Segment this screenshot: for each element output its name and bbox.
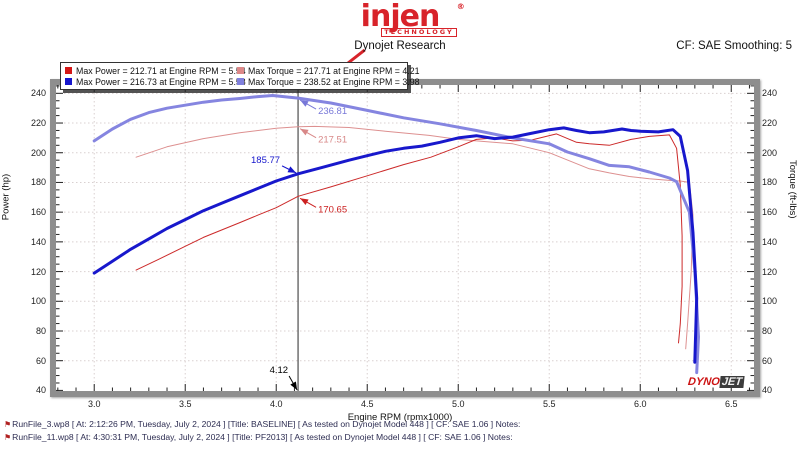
dyno-plot[interactable]: 236.81 217.51 185.77 170.65 4.12 <box>56 85 754 391</box>
smoothing-setting[interactable]: CF: SAE Smoothing: 5 <box>676 40 792 52</box>
torque-tick-label: 140 <box>762 236 778 247</box>
run-info-line-2[interactable]: ⚑RunFile_11.wp8 [ At: 4:30:31 PM, Tuesda… <box>4 432 513 442</box>
power-tick-label: 80 <box>35 325 46 336</box>
rpm-tick-label: 3.0 <box>87 399 101 409</box>
rpm-tick-label: 6.5 <box>724 399 738 409</box>
legend-label: Max Power = 212.71 at Engine RPM = 5.54 <box>76 65 246 76</box>
power-axis-title: Power (hp) <box>0 173 12 221</box>
legend-item: Max Torque = 217.71 at Engine RPM = 4.21 <box>237 66 420 76</box>
rpm-tick-label: 4.0 <box>269 399 283 409</box>
legend-box[interactable]: Max Power = 212.71 at Engine RPM = 5.54 M… <box>60 62 420 90</box>
power-tick-label: 120 <box>30 266 46 277</box>
rpm-tick-label: 5.5 <box>542 399 556 409</box>
rpm-axis-title: Engine RPM (rpmx1000) <box>347 412 453 423</box>
annotation-arrowhead <box>300 100 309 107</box>
annotation-value: 236.81 <box>318 106 347 117</box>
torque-tick-label: 40 <box>762 385 773 396</box>
run-flag-icon: ⚑ <box>4 433 12 442</box>
curve-pf2013-power <box>92 126 699 364</box>
legend-label: Max Torque = 217.71 at Engine RPM = 4.21 <box>248 65 420 76</box>
torque-tick-label: 80 <box>762 325 773 336</box>
annotation-arrowhead <box>300 128 309 136</box>
power-tick-label: 160 <box>30 207 46 218</box>
power-tick-label: 180 <box>30 177 46 188</box>
legend-item: Max Torque = 238.52 at Engine RPM = 3.98 <box>237 77 420 87</box>
run-flag-icon: ⚑ <box>4 420 12 429</box>
annotation-value: 4.12 <box>270 365 289 376</box>
legend-swatch-icon <box>65 78 72 85</box>
power-tick-label: 220 <box>30 118 46 129</box>
torque-tick-label: 120 <box>762 266 778 277</box>
torque-tick-label: 100 <box>762 296 778 307</box>
trademark-mark: ® <box>456 2 465 11</box>
curve-baseline-torque <box>135 125 694 350</box>
annotation-arrowhead <box>290 381 298 390</box>
annotation-value: 217.51 <box>318 135 347 146</box>
power-tick-label: 140 <box>30 236 46 247</box>
rpm-tick-label: 6.0 <box>633 399 647 409</box>
power-tick-label: 60 <box>35 355 46 366</box>
curve-pf2013-torque <box>92 94 700 375</box>
power-tick-label: 200 <box>30 147 46 158</box>
curve-baseline-power <box>135 133 683 344</box>
injen-logo: injen ® TECHNOLOGY <box>0 2 800 70</box>
run-info-line-1[interactable]: ⚑RunFile_3.wp8 [ At: 2:12:26 PM, Tuesday… <box>4 419 521 429</box>
torque-tick-label: 180 <box>762 177 778 188</box>
annotation-value: 185.77 <box>251 155 280 166</box>
legend-swatch-icon <box>237 78 244 85</box>
torque-axis-title: Torque (ft-lbs) <box>787 160 798 219</box>
power-tick-label: 40 <box>35 385 46 396</box>
dynojet-watermark: DYNOJET <box>687 376 745 388</box>
torque-tick-label: 240 <box>762 88 778 99</box>
torque-tick-label: 60 <box>762 355 773 366</box>
legend-item: Max Power = 216.73 at Engine RPM = 5.58 <box>65 77 246 87</box>
legend-swatch-icon <box>237 67 244 74</box>
power-tick-label: 100 <box>30 296 46 307</box>
injen-logo-text: injen ® TECHNOLOGY <box>340 2 465 70</box>
injen-logo-subtext: TECHNOLOGY <box>381 28 457 37</box>
legend-swatch-icon <box>65 67 72 74</box>
torque-tick-label: 160 <box>762 207 778 218</box>
rpm-tick-label: 3.5 <box>178 399 192 409</box>
annotation-arrowhead <box>300 198 309 205</box>
annotation-arrowhead <box>287 166 297 173</box>
rpm-tick-label: 5.0 <box>451 399 465 409</box>
torque-tick-label: 200 <box>762 147 778 158</box>
legend-label: Max Torque = 238.52 at Engine RPM = 3.98 <box>248 76 420 87</box>
page-title: Dynojet Research <box>354 40 446 52</box>
annotation-value: 170.65 <box>318 204 347 215</box>
legend-item: Max Power = 212.71 at Engine RPM = 5.54 <box>65 66 246 76</box>
plot-frame: 236.81 217.51 185.77 170.65 4.12 <box>50 79 760 397</box>
legend-label: Max Power = 216.73 at Engine RPM = 5.58 <box>76 76 246 87</box>
power-tick-label: 240 <box>30 88 46 99</box>
torque-tick-label: 220 <box>762 118 778 129</box>
rpm-tick-label: 4.5 <box>360 399 374 409</box>
